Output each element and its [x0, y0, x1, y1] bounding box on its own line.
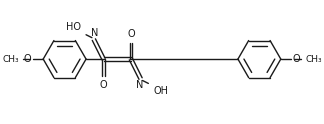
Text: N: N [91, 28, 98, 38]
Text: O: O [293, 54, 300, 64]
Text: O: O [24, 54, 31, 64]
Text: CH₃: CH₃ [305, 55, 322, 64]
Text: O: O [127, 29, 135, 39]
Text: O: O [100, 79, 107, 90]
Text: HO: HO [66, 22, 81, 32]
Text: OH: OH [153, 86, 168, 96]
Text: CH₃: CH₃ [2, 55, 19, 64]
Text: N: N [136, 80, 143, 91]
